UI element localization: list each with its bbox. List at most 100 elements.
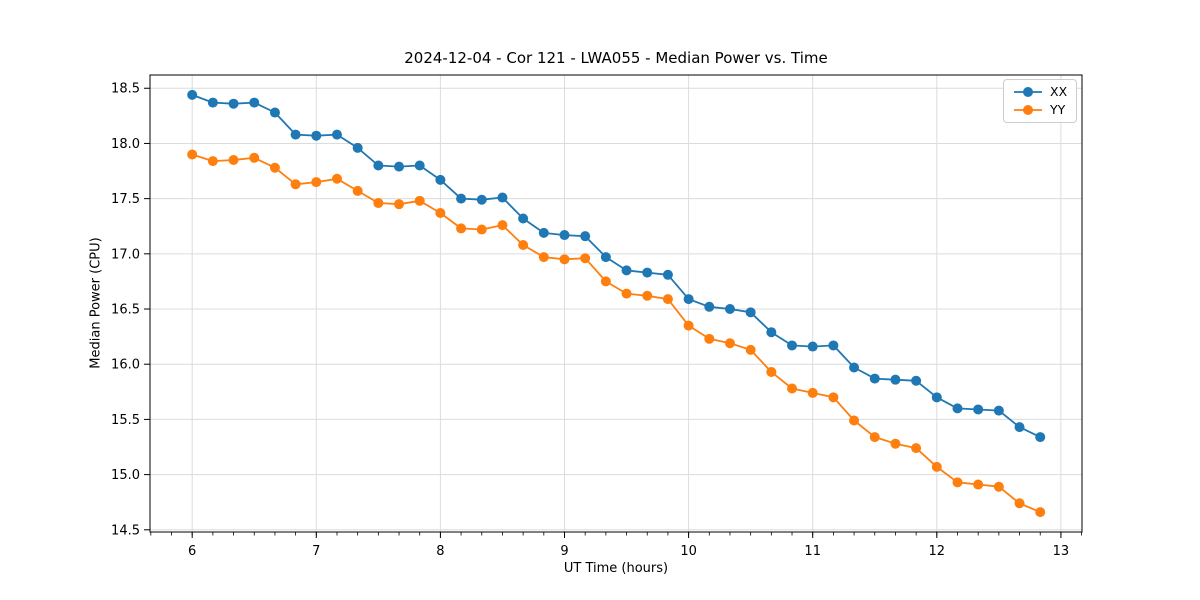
data-point-yy — [352, 185, 363, 196]
data-point-xx — [207, 97, 218, 108]
data-point-yy — [394, 199, 405, 210]
data-point-xx — [331, 129, 342, 140]
data-point-yy — [787, 383, 798, 394]
data-point-xx — [435, 174, 446, 185]
data-point-yy — [911, 443, 922, 454]
data-point-yy — [435, 207, 446, 218]
data-point-yy — [249, 152, 260, 163]
data-point-xx — [890, 374, 901, 385]
x-tick-label: 12 — [929, 544, 946, 559]
y-tick-label: 17.0 — [111, 247, 140, 262]
data-point-yy — [331, 173, 342, 184]
data-point-xx — [621, 265, 632, 276]
data-point-yy — [559, 254, 570, 265]
data-point-yy — [580, 253, 591, 264]
data-point-yy — [187, 149, 198, 160]
data-point-xx — [642, 267, 653, 278]
data-point-xx — [373, 160, 384, 171]
data-point-yy — [456, 223, 467, 234]
data-point-yy — [621, 288, 632, 299]
data-point-xx — [290, 129, 301, 140]
data-point-yy — [973, 479, 984, 490]
data-point-xx — [683, 294, 694, 305]
plot-border — [149, 74, 1083, 533]
data-point-xx — [538, 227, 549, 238]
data-point-xx — [828, 340, 839, 351]
data-point-yy — [745, 344, 756, 355]
y-tick-label: 15.5 — [111, 413, 140, 428]
legend-line-marker-icon — [1014, 87, 1042, 97]
legend-label-yy: YY — [1050, 102, 1066, 117]
data-point-xx — [269, 107, 280, 118]
data-point-xx — [476, 194, 487, 205]
data-point-yy — [1014, 498, 1025, 509]
data-point-xx — [518, 213, 529, 224]
chart-title: 2024-12-04 - Cor 121 - LWA055 - Median P… — [404, 49, 828, 67]
data-point-yy — [476, 224, 487, 235]
data-point-yy — [497, 220, 508, 231]
series-yy-line — [191, 153, 1041, 513]
data-point-xx — [973, 404, 984, 415]
data-point-xx — [745, 307, 756, 318]
legend: XX YY — [1003, 79, 1078, 123]
data-point-yy — [414, 195, 425, 206]
x-tick-label: 10 — [680, 544, 697, 559]
data-point-xx — [559, 230, 570, 241]
data-point-xx — [662, 269, 673, 280]
data-point-yy — [869, 432, 880, 443]
y-tick-label: 17.5 — [111, 192, 140, 207]
y-tick-label: 15.0 — [111, 468, 140, 483]
data-point-xx — [600, 252, 611, 263]
data-point-yy — [662, 294, 673, 305]
data-point-yy — [207, 156, 218, 167]
data-point-yy — [828, 392, 839, 403]
data-point-xx — [352, 142, 363, 153]
data-point-yy — [993, 481, 1004, 492]
data-point-xx — [394, 161, 405, 172]
data-point-yy — [518, 239, 529, 250]
data-point-xx — [766, 327, 777, 338]
data-point-yy — [538, 252, 549, 263]
data-point-xx — [1035, 432, 1046, 443]
y-tick-label: 16.0 — [111, 358, 140, 373]
data-point-yy — [311, 177, 322, 188]
y-axis-label: Median Power (CPU) — [88, 237, 104, 369]
data-point-yy — [600, 276, 611, 287]
data-point-xx — [456, 193, 467, 204]
data-point-xx — [228, 98, 239, 109]
data-point-yy — [228, 154, 239, 165]
series-xx-line — [191, 94, 1041, 438]
data-point-xx — [1014, 422, 1025, 433]
y-tick-label: 18.5 — [111, 82, 140, 97]
data-point-yy — [724, 338, 735, 349]
x-tick-label: 7 — [312, 544, 320, 559]
data-point-xx — [497, 192, 508, 203]
data-point-yy — [890, 438, 901, 449]
data-point-xx — [849, 362, 860, 373]
legend-item-yy: YY — [1013, 103, 1067, 117]
data-point-xx — [311, 130, 322, 141]
data-point-yy — [952, 477, 963, 488]
data-point-xx — [931, 392, 942, 403]
legend-line-marker-icon — [1014, 105, 1042, 115]
legend-item-xx: XX — [1013, 85, 1067, 99]
data-point-yy — [683, 320, 694, 331]
data-point-yy — [269, 162, 280, 173]
data-point-xx — [580, 231, 591, 242]
data-point-xx — [414, 160, 425, 171]
data-point-yy — [290, 179, 301, 190]
data-point-xx — [952, 403, 963, 414]
y-tick-label: 18.0 — [111, 137, 140, 152]
data-point-xx — [704, 301, 715, 312]
data-point-yy — [931, 461, 942, 472]
x-tick-label: 13 — [1053, 544, 1070, 559]
y-tick-label: 14.5 — [111, 523, 140, 538]
x-tick-label: 11 — [804, 544, 821, 559]
x-tick-label: 9 — [560, 544, 568, 559]
data-point-xx — [724, 304, 735, 315]
x-tick-label: 6 — [188, 544, 196, 559]
data-point-xx — [807, 341, 818, 352]
data-point-yy — [373, 198, 384, 209]
